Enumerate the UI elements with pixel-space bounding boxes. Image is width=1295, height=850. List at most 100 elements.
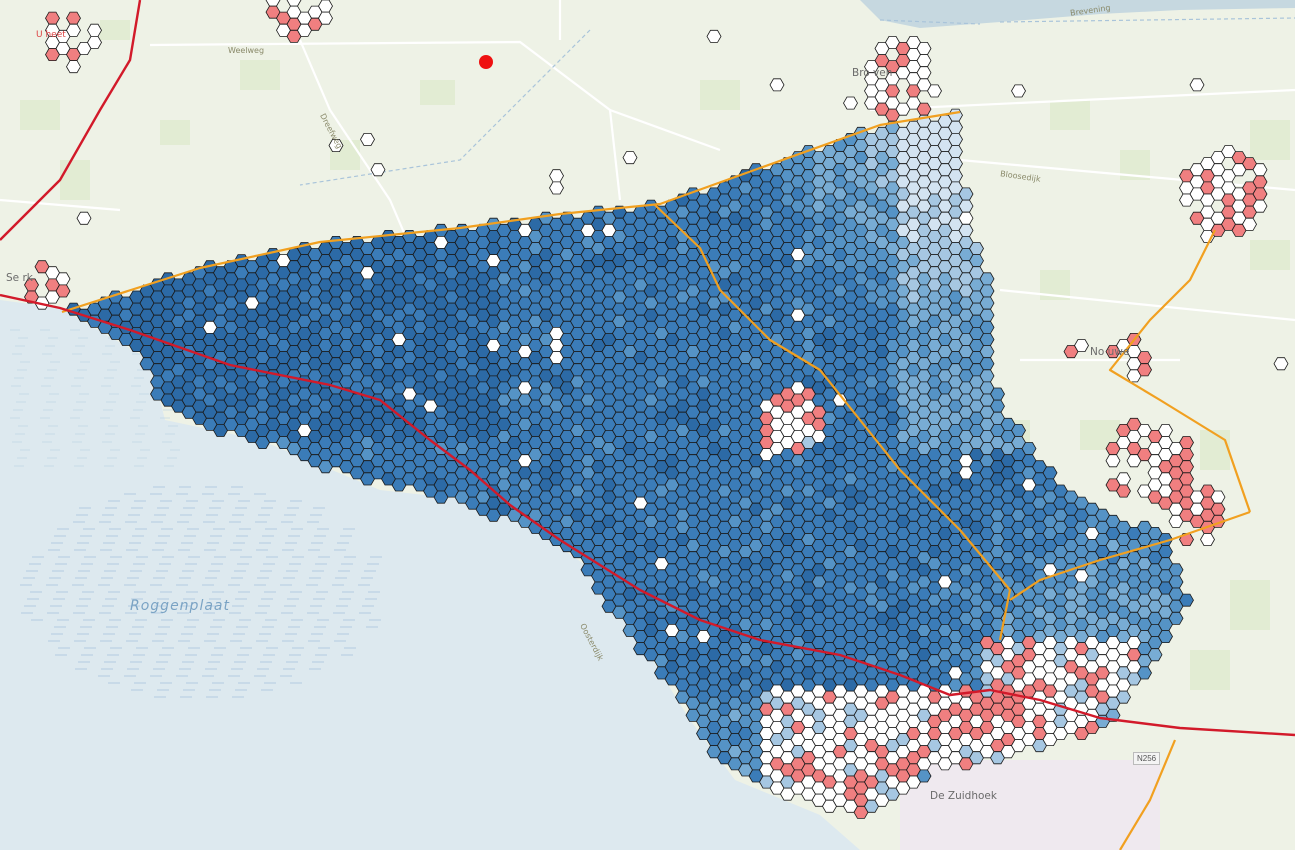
secondary-roads: [61, 110, 1252, 850]
hex-cell[interactable]: [1252, 175, 1268, 189]
town-label-north: Bro ven: [852, 67, 893, 79]
hex-cell[interactable]: [1210, 502, 1226, 516]
hex-cell[interactable]: [979, 345, 995, 359]
hex-cell[interactable]: [1137, 363, 1152, 377]
hex-cell[interactable]: [916, 769, 932, 783]
hex-cell[interactable]: [969, 254, 984, 268]
hex-cell[interactable]: [1189, 78, 1205, 92]
water-label-roggenplaat: Roggenplaat: [130, 598, 230, 614]
hex-cell[interactable]: [948, 108, 963, 122]
hex-cell[interactable]: [360, 132, 375, 146]
hex-cell[interactable]: [916, 66, 932, 80]
hexbin-layer[interactable]: [24, 0, 1289, 819]
hex-cell[interactable]: [1179, 460, 1194, 474]
hex-cell[interactable]: [318, 0, 333, 13]
hex-cell[interactable]: [979, 320, 995, 334]
hex-cell[interactable]: [1252, 187, 1268, 201]
hex-cell[interactable]: [370, 163, 386, 177]
hex-cell[interactable]: [286, 0, 302, 7]
hex-cell[interactable]: [1158, 630, 1173, 643]
hex-cell[interactable]: [1179, 448, 1194, 462]
hex-cell[interactable]: [979, 272, 995, 286]
hex-cell[interactable]: [1252, 199, 1268, 213]
hex-cell[interactable]: [1116, 472, 1131, 486]
hex-cell[interactable]: [958, 199, 974, 213]
town-label-west: Se rk: [6, 272, 33, 284]
hex-cell[interactable]: [958, 223, 974, 237]
hex-cell[interactable]: [1200, 533, 1215, 546]
oosterschelde-water: [0, 300, 860, 850]
hex-cell[interactable]: [948, 120, 963, 134]
hex-cell[interactable]: [549, 181, 564, 195]
hex-cell[interactable]: [76, 211, 92, 225]
hex-cell[interactable]: [927, 84, 942, 98]
hex-cell[interactable]: [1105, 454, 1121, 468]
hex-cell[interactable]: [1252, 163, 1268, 177]
hex-cell[interactable]: [1021, 442, 1037, 456]
hex-cell[interactable]: [990, 387, 1005, 401]
field-patches: [20, 20, 1290, 690]
hex-cell[interactable]: [769, 78, 785, 92]
hex-cell[interactable]: [318, 11, 333, 25]
hex-cell[interactable]: [969, 242, 984, 256]
hex-cell[interactable]: [948, 157, 963, 171]
hex-cell[interactable]: [55, 284, 71, 298]
hex-cell[interactable]: [948, 132, 963, 146]
town-label-northwest: U heet: [36, 30, 66, 40]
road-shield-n256: N256: [1133, 752, 1161, 765]
hex-cell[interactable]: [979, 369, 995, 383]
hex-cell[interactable]: [958, 187, 974, 201]
hex-cell[interactable]: [1273, 357, 1289, 371]
hex-cell[interactable]: [843, 96, 858, 110]
hex-cell[interactable]: [549, 169, 564, 183]
location-marker[interactable]: [479, 55, 493, 69]
hex-cell[interactable]: [87, 23, 102, 37]
hex-cell[interactable]: [87, 36, 102, 49]
hex-cell[interactable]: [1179, 472, 1194, 486]
hex-cell[interactable]: [328, 138, 344, 153]
hex-cell[interactable]: [706, 29, 722, 43]
hex-cell[interactable]: [1011, 423, 1026, 437]
hex-cell[interactable]: [916, 102, 932, 116]
hex-cell[interactable]: [979, 296, 995, 310]
hex-cell[interactable]: [66, 23, 81, 37]
hex-cell[interactable]: [1116, 690, 1131, 704]
hex-cell[interactable]: [1137, 351, 1152, 365]
hex-cell[interactable]: [66, 11, 81, 25]
hex-cell[interactable]: [1011, 84, 1026, 98]
hex-cell[interactable]: [885, 84, 900, 98]
hex-cell[interactable]: [1168, 575, 1184, 589]
hex-cell[interactable]: [990, 399, 1005, 413]
hex-cell[interactable]: [1242, 217, 1257, 231]
hex-cell[interactable]: [1168, 563, 1184, 577]
hex-cell[interactable]: [1116, 484, 1131, 498]
hex-cell[interactable]: [1137, 666, 1152, 680]
hex-cell[interactable]: [979, 357, 995, 371]
hex-cell[interactable]: [1179, 436, 1194, 450]
hex-cell[interactable]: [1168, 611, 1184, 625]
hex-cell[interactable]: [265, 0, 281, 7]
hex-cell[interactable]: [622, 151, 638, 165]
hex-cell[interactable]: [916, 42, 932, 55]
hex-cell[interactable]: [55, 272, 71, 286]
hex-cell[interactable]: [1210, 490, 1226, 504]
minor-roads: [0, 0, 1295, 362]
hex-cell[interactable]: [916, 54, 932, 68]
hex-cell[interactable]: [979, 284, 995, 298]
hex-cell[interactable]: [1179, 593, 1194, 607]
hex-cell[interactable]: [1074, 339, 1089, 353]
hex-cell[interactable]: [979, 308, 995, 322]
hex-cell[interactable]: [958, 211, 974, 225]
hex-cell[interactable]: [66, 60, 81, 74]
hex-cell[interactable]: [1042, 466, 1058, 480]
hex-cell[interactable]: [1158, 423, 1173, 437]
town-label-east: No uwe: [1090, 346, 1130, 358]
hex-cell[interactable]: [45, 11, 60, 25]
hex-cell[interactable]: [979, 332, 995, 346]
hex-cell[interactable]: [948, 145, 963, 159]
hex-cell[interactable]: [948, 169, 963, 183]
hex-cell[interactable]: [1158, 545, 1173, 559]
hex-cell[interactable]: [1147, 648, 1163, 662]
